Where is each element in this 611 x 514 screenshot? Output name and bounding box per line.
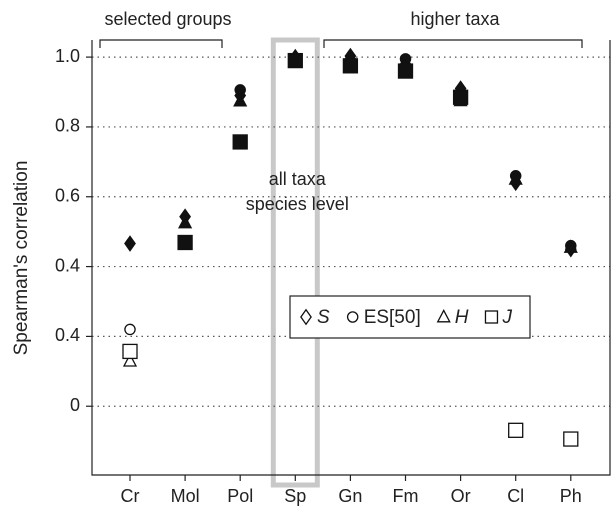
y-tick-label: 0.6: [55, 186, 80, 206]
annotation: all taxa: [269, 169, 327, 189]
x-tick-label: Cl: [507, 486, 524, 506]
marker: [177, 234, 193, 251]
marker: [342, 58, 359, 74]
x-tick-label: Fm: [393, 486, 419, 506]
x-tick-label: Gn: [338, 486, 362, 506]
x-tick-label: Pol: [227, 486, 253, 506]
bracket: [323, 39, 583, 48]
x-tick-label: Or: [451, 486, 471, 506]
marker: [436, 309, 451, 323]
marker: [346, 311, 359, 323]
y-tick-label: 0.4: [55, 255, 80, 275]
legend-label: J: [501, 307, 512, 328]
marker: [397, 63, 414, 79]
y-tick-label: 0.4: [55, 325, 80, 345]
y-tick-label: 0.8: [55, 116, 80, 136]
y-tick-label: 1.0: [55, 46, 80, 66]
y-axis-label: Spearman's correlation: [11, 161, 32, 356]
marker: [124, 323, 136, 336]
highlight-box: [270, 37, 320, 488]
annotation: selected groups: [104, 9, 231, 29]
marker: [287, 52, 303, 69]
marker: [508, 171, 523, 185]
x-tick-label: Sp: [284, 486, 306, 506]
marker: [122, 343, 138, 360]
marker: [124, 235, 136, 252]
x-tick-label: Ph: [560, 486, 582, 506]
marker: [563, 431, 579, 447]
legend-label: ES[50]: [364, 307, 421, 328]
legend-label: H: [455, 307, 469, 328]
annotation: species level: [246, 194, 349, 214]
axis-frame: [91, 40, 611, 476]
marker: [178, 214, 193, 229]
marker: [232, 134, 248, 150]
x-tick-label: Mol: [171, 486, 200, 506]
legend-label: S: [317, 307, 330, 328]
marker: [508, 422, 524, 438]
marker: [563, 239, 578, 253]
marker: [484, 310, 499, 324]
marker: [122, 353, 138, 367]
bracket: [99, 39, 223, 48]
x-tick-label: Cr: [121, 486, 140, 506]
annotation: higher taxa: [410, 9, 500, 29]
marker: [300, 308, 312, 326]
y-tick-label: 0: [70, 395, 80, 415]
marker: [452, 89, 469, 105]
marker: [233, 93, 248, 107]
